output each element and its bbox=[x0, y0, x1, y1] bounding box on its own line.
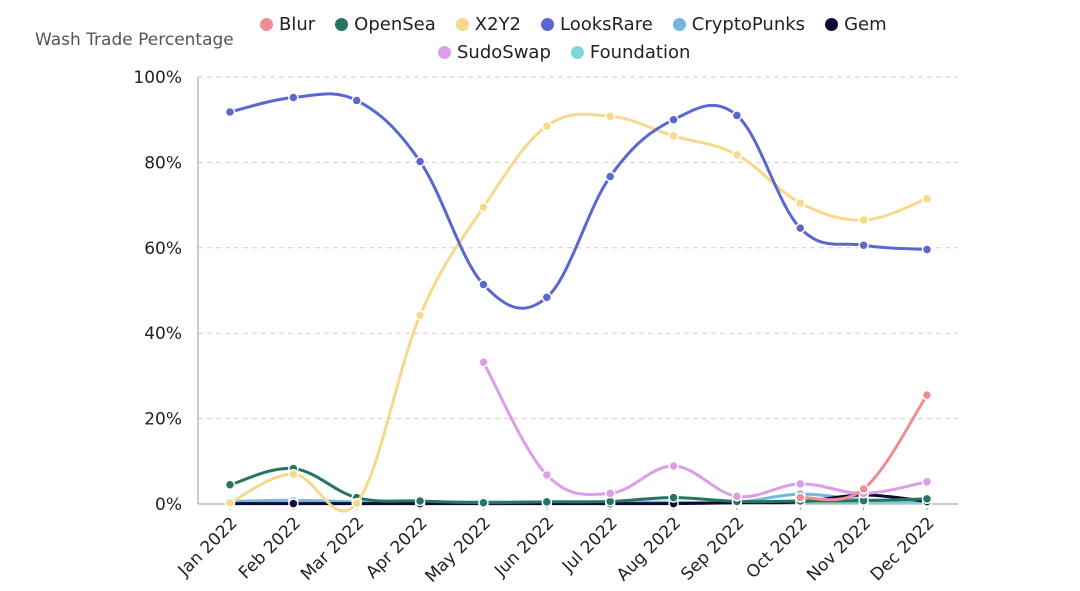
series-blur bbox=[795, 389, 933, 503]
point-blur[interactable] bbox=[795, 492, 806, 503]
point-sudoswap[interactable] bbox=[478, 356, 489, 368]
legend-swatch bbox=[672, 18, 686, 31]
point-x2y2[interactable] bbox=[224, 497, 236, 508]
point-opensea[interactable] bbox=[668, 492, 679, 503]
legend-swatch bbox=[455, 18, 469, 31]
point-looksrare[interactable] bbox=[858, 239, 869, 251]
legend-label: OpenSea bbox=[354, 14, 436, 35]
legend-label: SudoSwap bbox=[457, 42, 551, 63]
point-opensea[interactable] bbox=[478, 497, 489, 508]
point-x2y2[interactable] bbox=[351, 497, 362, 509]
series-x2y2 bbox=[224, 111, 933, 513]
legend-label: Blur bbox=[279, 14, 316, 35]
legend-label: Foundation bbox=[589, 42, 691, 63]
x-tick-label: Dec 2022 bbox=[867, 513, 939, 585]
point-opensea[interactable] bbox=[414, 495, 426, 507]
y-tick-label: 40% bbox=[144, 324, 182, 344]
point-sudoswap[interactable] bbox=[668, 460, 679, 472]
point-looksrare[interactable] bbox=[668, 114, 679, 125]
point-x2y2[interactable] bbox=[731, 149, 743, 160]
x-tick-label: Mar 2022 bbox=[297, 513, 368, 584]
point-blur[interactable] bbox=[858, 483, 869, 495]
x-tick-label: Aug 2022 bbox=[613, 513, 685, 585]
point-looksrare[interactable] bbox=[478, 279, 489, 290]
legend-swatch bbox=[541, 18, 555, 31]
point-sudoswap[interactable] bbox=[731, 491, 743, 502]
legend-item-foundation[interactable]: Foundation bbox=[570, 42, 691, 63]
legend-label: Gem bbox=[844, 14, 887, 35]
point-x2y2[interactable] bbox=[604, 111, 616, 122]
y-tick-label: 80% bbox=[144, 153, 182, 173]
point-gem[interactable] bbox=[288, 498, 299, 509]
point-x2y2[interactable] bbox=[288, 468, 299, 480]
point-looksrare[interactable] bbox=[351, 95, 362, 106]
y-axis-title: Wash Trade Percentage bbox=[35, 30, 234, 50]
line-looksrare bbox=[228, 92, 929, 310]
point-x2y2[interactable] bbox=[921, 193, 933, 204]
legend-swatch bbox=[335, 18, 349, 31]
legend-swatch bbox=[825, 18, 839, 31]
legend-swatch bbox=[260, 18, 273, 31]
x-tick-label: Oct 2022 bbox=[742, 513, 811, 582]
legend-swatch bbox=[438, 46, 451, 59]
point-sudoswap[interactable] bbox=[795, 478, 806, 490]
point-sudoswap[interactable] bbox=[541, 469, 553, 481]
legend-item-gem[interactable]: Gem bbox=[825, 14, 887, 35]
point-looksrare[interactable] bbox=[414, 156, 426, 167]
y-tick-label: 20% bbox=[144, 410, 182, 430]
series-looksrare bbox=[224, 92, 933, 310]
point-x2y2[interactable] bbox=[795, 197, 806, 209]
point-opensea[interactable] bbox=[224, 479, 236, 491]
point-looksrare[interactable] bbox=[604, 171, 616, 182]
point-looksrare[interactable] bbox=[795, 222, 806, 234]
legend-item-sudoswap[interactable]: SudoSwap bbox=[438, 42, 551, 63]
legend-row-2: SudoSwap Foundation bbox=[438, 42, 690, 63]
point-x2y2[interactable] bbox=[414, 310, 426, 321]
x-tick-label: Feb 2022 bbox=[235, 513, 305, 583]
point-sudoswap[interactable] bbox=[921, 476, 933, 488]
point-x2y2[interactable] bbox=[858, 214, 869, 226]
y-tick-label: 60% bbox=[144, 239, 182, 259]
x-tick-label: Jul 2022 bbox=[558, 513, 622, 577]
point-sudoswap[interactable] bbox=[604, 488, 616, 499]
point-x2y2[interactable] bbox=[541, 120, 553, 132]
x-tick-label: May 2022 bbox=[422, 513, 495, 586]
x-tick-label: Jan 2022 bbox=[174, 513, 242, 581]
point-x2y2[interactable] bbox=[668, 130, 679, 142]
legend-item-x2y2[interactable]: X2Y2 bbox=[455, 14, 522, 35]
point-x2y2[interactable] bbox=[478, 201, 489, 213]
x-tick-label: Sep 2022 bbox=[677, 513, 748, 584]
point-opensea[interactable] bbox=[921, 493, 933, 505]
legend-swatch bbox=[570, 46, 584, 59]
legend-item-looksrare[interactable]: LooksRare bbox=[541, 14, 653, 35]
point-opensea[interactable] bbox=[541, 496, 553, 508]
legend-label: X2Y2 bbox=[474, 14, 522, 35]
legend-row-1: Blur OpenSea X2Y2 LooksRare CryptoPunks Gem bbox=[260, 14, 887, 35]
legend-label: LooksRare bbox=[560, 14, 653, 35]
series-sudoswap bbox=[478, 356, 933, 502]
point-looksrare[interactable] bbox=[731, 110, 743, 121]
y-tick-label: 0% bbox=[155, 495, 182, 515]
legend-item-blur[interactable]: Blur bbox=[260, 14, 315, 35]
point-looksrare[interactable] bbox=[224, 106, 236, 118]
legend-item-cryptopunks[interactable]: CryptoPunks bbox=[672, 14, 806, 35]
point-looksrare[interactable] bbox=[541, 292, 553, 303]
y-tick-label: 100% bbox=[133, 68, 182, 88]
legend-label: CryptoPunks bbox=[691, 14, 806, 35]
point-looksrare[interactable] bbox=[288, 92, 299, 103]
legend-item-opensea[interactable]: OpenSea bbox=[335, 14, 436, 35]
x-tick-label: Nov 2022 bbox=[803, 513, 875, 585]
x-tick-label: Jun 2022 bbox=[490, 513, 558, 581]
point-looksrare[interactable] bbox=[921, 244, 933, 255]
point-blur[interactable] bbox=[921, 389, 933, 401]
line-x2y2 bbox=[228, 112, 929, 513]
